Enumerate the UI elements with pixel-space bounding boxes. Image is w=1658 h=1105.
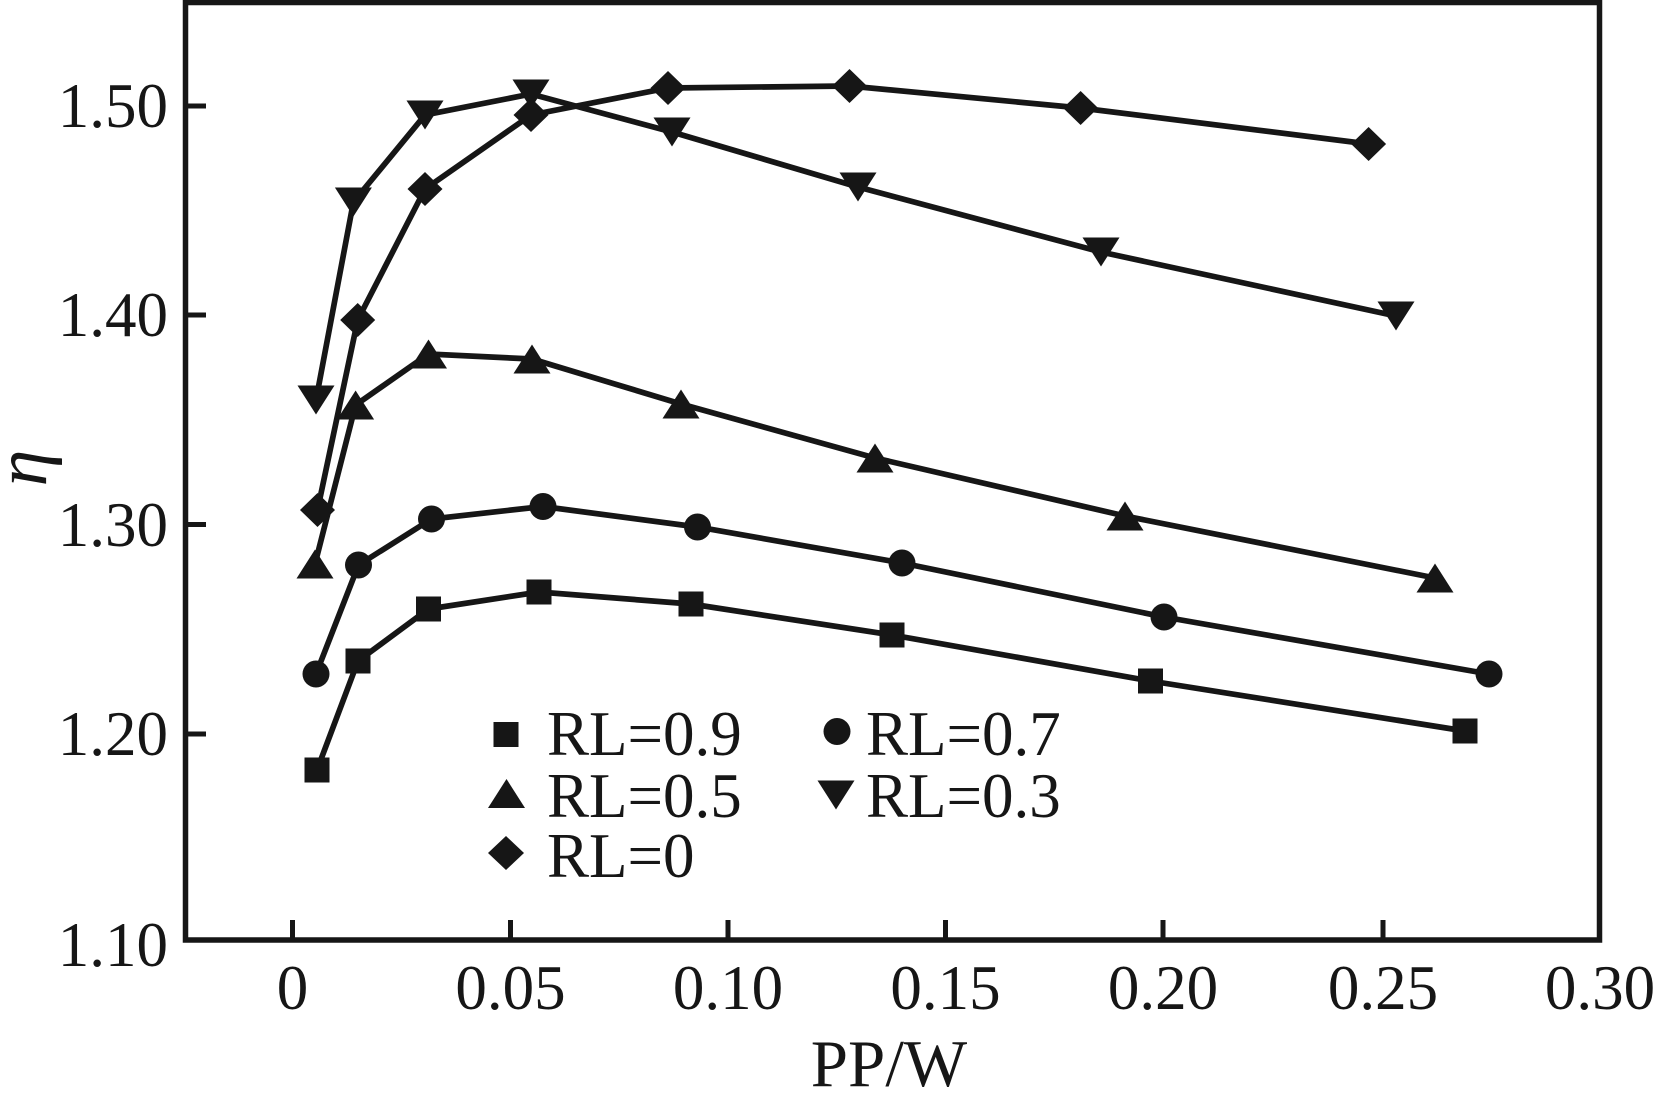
svg-text:1.20: 1.20 [58, 699, 168, 769]
svg-text:RL=0.3: RL=0.3 [866, 761, 1061, 831]
svg-text:1.30: 1.30 [58, 490, 168, 560]
svg-text:0.25: 0.25 [1328, 953, 1438, 1023]
svg-text:0.20: 0.20 [1108, 953, 1218, 1023]
svg-text:0.05: 0.05 [455, 953, 565, 1023]
svg-text:RL=0.5: RL=0.5 [547, 761, 742, 831]
svg-text:1.50: 1.50 [58, 71, 168, 141]
svg-text:η: η [0, 450, 63, 487]
svg-text:1.40: 1.40 [58, 280, 168, 350]
svg-text:PP/W: PP/W [811, 1027, 968, 1101]
svg-text:0: 0 [277, 953, 309, 1023]
svg-text:RL=0.9: RL=0.9 [547, 699, 742, 769]
svg-text:0.10: 0.10 [673, 953, 783, 1023]
svg-text:1.10: 1.10 [58, 910, 168, 980]
svg-text:RL=0.7: RL=0.7 [866, 699, 1061, 769]
svg-text:0.30: 0.30 [1545, 953, 1655, 1023]
svg-text:0.15: 0.15 [890, 953, 1000, 1023]
svg-text:RL=0: RL=0 [547, 821, 695, 891]
